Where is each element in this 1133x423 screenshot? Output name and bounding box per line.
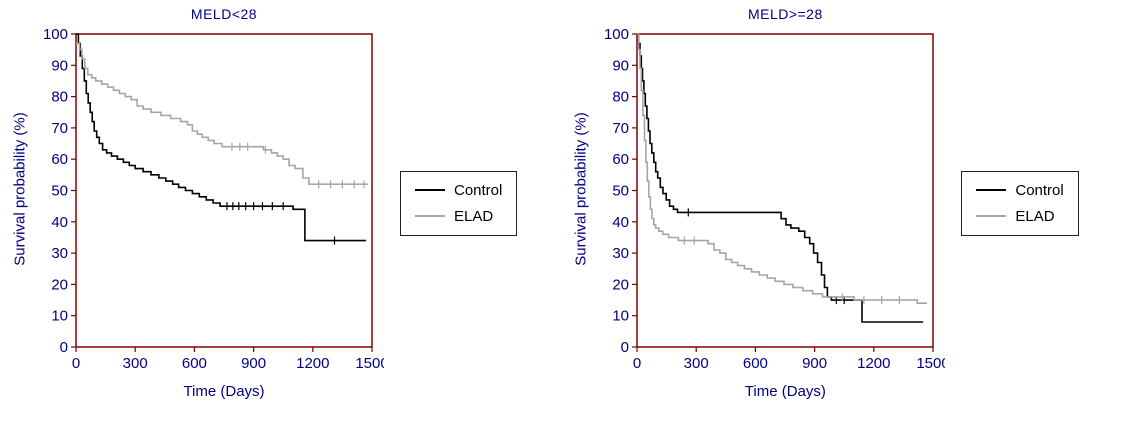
x-axis-label: Time (Days) [744, 383, 826, 400]
y-tick-label: 90 [613, 57, 630, 74]
legend-item-control: Control [976, 181, 1064, 199]
plot-column: MELD<28 Survival probability (%) 0 10 20 30… [8, 6, 385, 400]
y-tick-label: 100 [43, 26, 68, 43]
legend-label-elad: ELAD [1015, 207, 1055, 225]
chart-title: MELD<28 [190, 6, 258, 22]
legend-label-control: Control [454, 181, 503, 199]
series-curve-elad [637, 33, 928, 304]
plot-main: Survival probability (%) 0 10 20 30 40 50 60 70… [569, 24, 946, 382]
y-tick-label: 30 [613, 245, 630, 262]
y-tick-label: 20 [51, 276, 68, 293]
plot-column: MELD>=28 Survival probability (%) 0 10 20 3… [569, 6, 946, 400]
y-tick-label: 0 [621, 339, 629, 356]
legend-label-control: Control [1015, 181, 1064, 199]
y-axis-label: Survival probability (%) [8, 24, 32, 382]
y-tick-label: 60 [613, 151, 630, 168]
x-tick-label: 1500 [917, 355, 946, 372]
y-axis-label: Survival probability (%) [569, 24, 593, 382]
chart-block-meld-lt-28: MELD<28 Survival probability (%) 0 10 20 30… [8, 6, 518, 400]
x-tick-label: 300 [684, 355, 709, 372]
plot-main: Survival probability (%) 0 10 20 30 40 50 60 70… [8, 24, 385, 382]
x-tick-label: 1200 [857, 355, 890, 372]
y-tick-label: 60 [51, 151, 68, 168]
survival-charts-container: MELD<28 Survival probability (%) 0 10 20 30… [8, 6, 1079, 400]
y-tick-label: 80 [613, 89, 630, 106]
y-axis-label-text: Survival probability (%) [11, 111, 29, 266]
y-tick-label: 10 [613, 308, 630, 325]
x-tick-label: 600 [182, 355, 207, 372]
legend-item-elad: ELAD [976, 208, 1063, 225]
series-curve-elad [76, 42, 369, 185]
x-tick-label: 0 [72, 355, 80, 372]
legend: Control ELAD [400, 170, 518, 236]
y-tick-label: 30 [51, 245, 68, 262]
plot-frame [75, 33, 373, 348]
legend-label-elad: ELAD [454, 207, 494, 225]
y-tick-label: 40 [613, 214, 630, 231]
x-tick-label: 600 [743, 355, 768, 372]
y-axis-label-text: Survival probability (%) [572, 111, 590, 266]
legend-line-sample-control [415, 189, 445, 191]
y-tick-label: 70 [613, 120, 630, 137]
x-tick-label: 900 [241, 355, 266, 372]
y-tick-label: 50 [51, 183, 68, 200]
x-tick-label: 1200 [296, 355, 329, 372]
y-tick-label: 90 [51, 57, 68, 74]
legend-item-control: Control [415, 182, 502, 199]
y-tick-label: 0 [60, 339, 68, 356]
legend-line-sample-elad [415, 215, 445, 217]
y-tick-label: 40 [51, 214, 68, 231]
chart-title: MELD>=28 [747, 6, 823, 22]
x-tick-label: 0 [633, 355, 641, 372]
x-tick-label: 900 [802, 355, 827, 372]
plot-svg: 0 10 20 30 40 50 60 70 80 90 100 0 300 600 900 1200 1500 [43, 26, 384, 372]
y-tick-label: 10 [51, 308, 68, 325]
y-tick-label: 20 [613, 276, 630, 293]
legend-line-sample-control [976, 189, 1007, 191]
legend-item-elad: ELAD [415, 208, 502, 225]
y-tick-label: 80 [51, 89, 68, 106]
x-tick-label: 1500 [355, 355, 384, 372]
legend-line-sample-elad [976, 215, 1007, 217]
y-tick-label: 70 [51, 120, 68, 137]
chart-block-meld-ge-28: MELD>=28 Survival probability (%) 0 10 20 3… [569, 6, 1079, 400]
legend: Control ELAD [961, 170, 1079, 236]
y-tick-label: 100 [604, 26, 629, 43]
x-axis-label: Time (Days) [183, 383, 265, 400]
series-curve-control [637, 33, 924, 323]
plot-svg: 0 10 20 30 40 50 60 70 80 90 100 0 300 600 900 1200 1500 [604, 26, 946, 372]
x-tick-label: 300 [123, 355, 148, 372]
series-curve-control [76, 33, 367, 242]
y-tick-label: 50 [613, 183, 630, 200]
